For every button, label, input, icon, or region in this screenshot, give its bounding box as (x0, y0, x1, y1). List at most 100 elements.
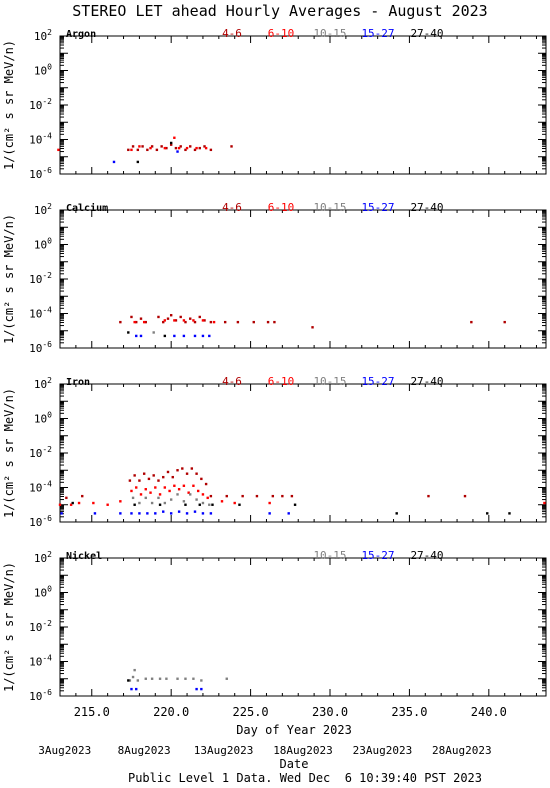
data-point-10-15 (144, 496, 147, 500)
data-point-4-6 (171, 475, 174, 479)
data-point-27-40 (184, 503, 187, 506)
data-point-4-6 (198, 146, 201, 150)
data-point-15-27 (193, 334, 197, 338)
plot-frame (59, 557, 547, 697)
data-point-6-10 (192, 484, 195, 487)
data-point-15-27 (93, 512, 97, 515)
data-point-6-10 (173, 136, 176, 139)
plot-frame (59, 35, 547, 175)
panel-element-label: Nickel (66, 550, 102, 562)
data-point-6-10 (543, 501, 546, 505)
data-point-4-6 (503, 320, 506, 324)
data-point-4-6 (147, 477, 151, 481)
panel-element-label: Calcium (66, 202, 108, 214)
data-point-4-6 (281, 494, 284, 498)
data-point-15-27 (193, 510, 197, 513)
data-point-6-10 (192, 319, 195, 322)
data-point-4-6 (273, 320, 276, 324)
data-point-4-6 (266, 320, 270, 324)
y-axis-label: 1/(cm² s sr MeV/n) (2, 562, 16, 692)
data-point-6-10 (119, 500, 122, 503)
legend-27-40: 27-40 (410, 201, 443, 214)
x-tick-label: 235.0 (391, 705, 427, 719)
data-point-15-27 (130, 687, 133, 691)
data-point-4-6 (162, 475, 165, 479)
data-point-6-10 (144, 488, 147, 491)
data-point-6-10 (57, 148, 60, 152)
data-point-27-40 (127, 679, 130, 682)
x-axis-labels: 215.0 220.0 225.0 230.0 235.0 240.0 (74, 705, 507, 719)
data-point-4-6 (176, 469, 179, 472)
data-point-4-6 (241, 494, 244, 498)
data-point-6-10 (268, 501, 271, 505)
legend-10-15: 10-15 (313, 201, 346, 214)
data-point-10-15 (136, 679, 140, 682)
data-point-6-10 (177, 488, 181, 491)
data-point-4-6 (162, 320, 165, 324)
x-axis-label: Day of Year 2023 (236, 723, 352, 737)
panel-element-label: Argon (66, 29, 96, 40)
data-point-4-6 (198, 315, 201, 319)
data-point-10-15 (131, 675, 135, 679)
data-point-10-15 (133, 668, 136, 672)
data-point-6-10 (149, 146, 152, 150)
y-tick-label: 10-4 (29, 480, 52, 495)
data-point-10-15 (176, 677, 179, 680)
legend-4-6: 4-6 (222, 27, 242, 40)
data-point-6-10 (77, 501, 81, 505)
data-point-6-10 (130, 489, 133, 493)
data-point-27-40 (158, 503, 162, 506)
data-point-27-40 (293, 503, 297, 506)
data-point-6-10 (163, 486, 167, 489)
data-point-4-6 (157, 479, 160, 482)
data-point-4-6 (236, 320, 240, 324)
chart-title: STEREO LET ahead Hourly Averages - Augus… (72, 2, 487, 20)
y-tick-label: 10-2 (29, 97, 52, 112)
data-point-10-15 (150, 501, 154, 505)
data-point-4-6 (204, 482, 208, 486)
data-point-10-15 (195, 498, 198, 501)
data-point-6-10 (195, 146, 198, 150)
data-point-15-27 (154, 512, 157, 515)
date-tick-label: 8Aug2023 (118, 744, 171, 757)
data-point-6-10 (177, 146, 181, 150)
data-point-4-6 (200, 477, 203, 481)
date-tick-label: 23Aug2023 (353, 744, 413, 757)
data-point-15-27 (182, 334, 186, 338)
y-tick-label: 10-2 (29, 271, 52, 286)
data-point-6-10 (233, 501, 236, 505)
data-point-4-6 (142, 472, 146, 475)
legend-6-10: 6-10 (268, 375, 295, 388)
data-point-4-6 (230, 145, 233, 148)
y-tick-label: 10-6 (29, 514, 52, 529)
date-tick-label: 28Aug2023 (432, 744, 492, 757)
data-point-4-6 (131, 145, 135, 148)
data-point-4-6 (190, 467, 194, 470)
data-point-6-10 (168, 489, 171, 493)
data-point-4-6 (157, 315, 160, 319)
data-point-6-10 (142, 320, 146, 324)
plot-frame (59, 383, 547, 523)
legend-15-27: 15-27 (361, 375, 394, 388)
data-point-10-15 (150, 677, 154, 680)
data-point-6-10 (173, 319, 176, 322)
legend-4-6: 4-6 (222, 375, 242, 388)
data-point-4-6 (169, 143, 173, 146)
data-point-10-15 (131, 496, 135, 500)
data-point-4-6 (189, 317, 192, 320)
data-point-27-40 (127, 331, 130, 334)
data-point-4-6 (209, 320, 213, 324)
data-point-4-6 (174, 319, 178, 322)
data-point-27-40 (395, 512, 398, 515)
data-point-27-40 (163, 334, 167, 338)
data-point-4-6 (184, 148, 187, 152)
data-point-6-10 (149, 491, 152, 494)
y-tick-label: 100 (34, 237, 52, 252)
data-point-10-15 (157, 496, 160, 500)
data-point-4-6 (133, 474, 136, 477)
data-point-4-6 (81, 494, 84, 498)
plot-frame (59, 209, 547, 349)
panel-calcium: 102 100 10-2 10-4 10-6 1/(cm² s sr MeV/n) Calc… (2, 201, 547, 355)
data-point-15-27 (169, 512, 173, 515)
data-point-6-10 (154, 486, 157, 489)
